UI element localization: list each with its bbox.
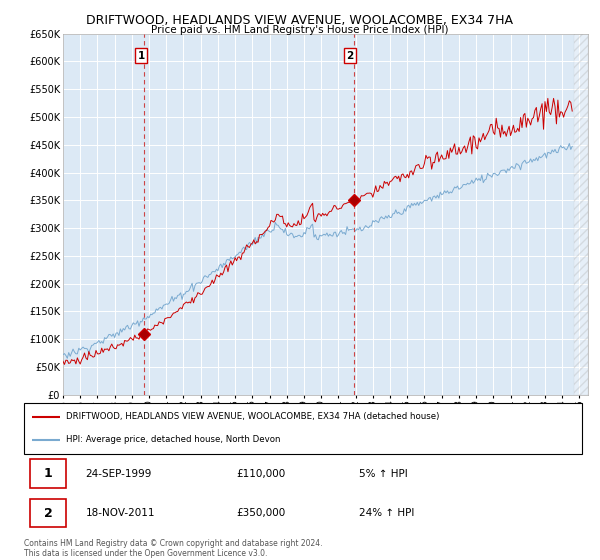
Text: 24% ↑ HPI: 24% ↑ HPI — [359, 508, 414, 518]
FancyBboxPatch shape — [24, 403, 582, 454]
Text: 2: 2 — [44, 507, 52, 520]
Text: 1: 1 — [44, 467, 52, 480]
Text: 5% ↑ HPI: 5% ↑ HPI — [359, 469, 407, 479]
Text: 18-NOV-2011: 18-NOV-2011 — [85, 508, 155, 518]
Polygon shape — [574, 34, 588, 395]
Text: 24-SEP-1999: 24-SEP-1999 — [85, 469, 152, 479]
Text: £110,000: £110,000 — [236, 469, 285, 479]
FancyBboxPatch shape — [29, 459, 66, 488]
FancyBboxPatch shape — [29, 499, 66, 528]
Text: DRIFTWOOD, HEADLANDS VIEW AVENUE, WOOLACOMBE, EX34 7HA (detached house): DRIFTWOOD, HEADLANDS VIEW AVENUE, WOOLAC… — [66, 412, 439, 421]
Text: Price paid vs. HM Land Registry's House Price Index (HPI): Price paid vs. HM Land Registry's House … — [151, 25, 449, 35]
Text: Contains HM Land Registry data © Crown copyright and database right 2024.
This d: Contains HM Land Registry data © Crown c… — [24, 539, 323, 558]
Text: HPI: Average price, detached house, North Devon: HPI: Average price, detached house, Nort… — [66, 436, 280, 445]
Text: DRIFTWOOD, HEADLANDS VIEW AVENUE, WOOLACOMBE, EX34 7HA: DRIFTWOOD, HEADLANDS VIEW AVENUE, WOOLAC… — [86, 14, 514, 27]
Text: £350,000: £350,000 — [236, 508, 285, 518]
Text: 2: 2 — [346, 51, 354, 61]
Text: 1: 1 — [137, 51, 145, 61]
